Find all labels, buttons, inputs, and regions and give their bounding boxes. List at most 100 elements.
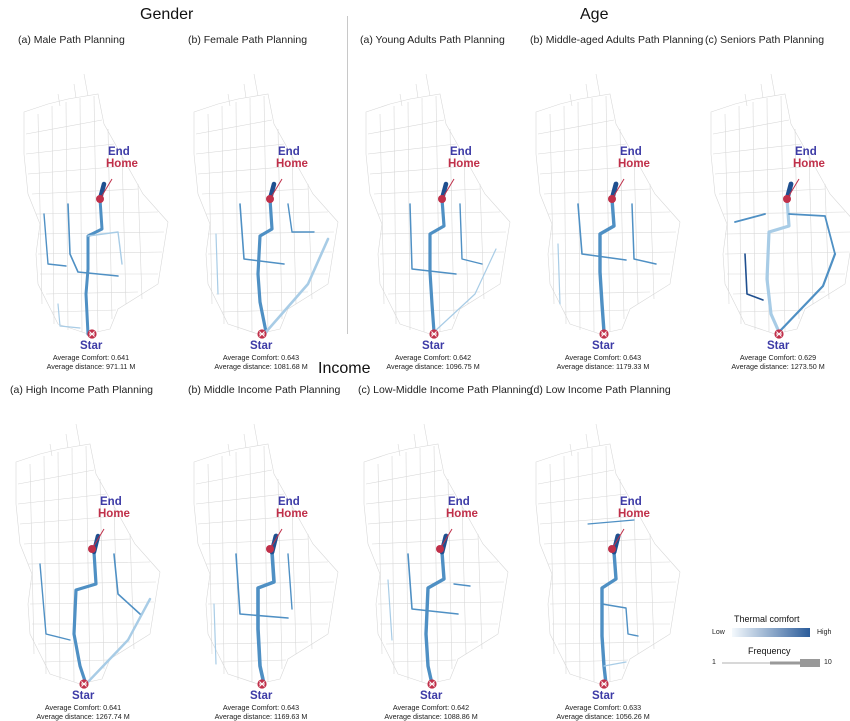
end-label: End bbox=[450, 146, 472, 158]
street-segment bbox=[202, 189, 308, 194]
street-network-map bbox=[530, 404, 690, 689]
street-segment bbox=[250, 448, 252, 682]
street-segment bbox=[606, 446, 610, 682]
end-label: End bbox=[108, 146, 130, 158]
street-segment bbox=[436, 96, 440, 332]
street-segment bbox=[538, 120, 614, 134]
street-segment bbox=[406, 452, 408, 680]
route-segment bbox=[216, 234, 218, 294]
street-segment bbox=[206, 562, 328, 564]
street-segment bbox=[18, 470, 94, 484]
route-segment bbox=[86, 199, 102, 334]
street-segment bbox=[264, 96, 268, 332]
street-segment bbox=[809, 154, 813, 304]
end-label: End bbox=[278, 146, 300, 158]
street-segment bbox=[216, 642, 308, 644]
average-distance-value: 1179.33 M bbox=[616, 362, 649, 371]
route-segment bbox=[430, 199, 444, 332]
end-marker-icon bbox=[88, 545, 96, 553]
street-segment bbox=[264, 446, 268, 682]
average-distance-label: Average distance: bbox=[557, 362, 614, 371]
street-segment bbox=[196, 120, 272, 134]
street-segment bbox=[94, 96, 98, 332]
street-segment bbox=[26, 120, 102, 134]
street-segment bbox=[254, 424, 258, 446]
start-label: Star bbox=[592, 340, 614, 352]
street-segment bbox=[634, 504, 638, 654]
end-marker-icon bbox=[266, 195, 274, 203]
street-segment bbox=[586, 84, 588, 98]
street-segment bbox=[66, 434, 68, 448]
street-network-map bbox=[10, 404, 170, 689]
street-segment bbox=[634, 154, 638, 304]
route-segment bbox=[58, 304, 80, 328]
street-segment bbox=[550, 602, 674, 604]
street-segment bbox=[739, 106, 741, 324]
street-segment bbox=[719, 189, 825, 194]
average-distance: Average distance: 1169.63 M bbox=[196, 713, 326, 721]
gender-section-title: Gender bbox=[140, 6, 193, 24]
start-label: Star bbox=[592, 690, 614, 702]
street-segment bbox=[564, 456, 566, 674]
street-segment bbox=[44, 660, 108, 662]
panel-title: (a) Male Path Planning bbox=[18, 34, 125, 46]
street-segment bbox=[592, 448, 594, 682]
street-segment bbox=[374, 189, 480, 194]
route-segment bbox=[288, 554, 292, 609]
frequency-scale bbox=[722, 657, 820, 669]
street-segment bbox=[538, 494, 626, 504]
street-segment bbox=[550, 464, 554, 654]
end-marker-icon bbox=[266, 545, 274, 553]
end-label: End bbox=[100, 496, 122, 508]
end-marker-icon bbox=[96, 195, 104, 203]
average-distance: Average distance: 1273.50 M bbox=[713, 363, 843, 372]
start-label: Star bbox=[250, 340, 272, 352]
street-segment bbox=[76, 424, 80, 446]
street-segment bbox=[368, 144, 456, 154]
panel-title: (b) Middle-aged Adults Path Planning bbox=[530, 34, 703, 46]
street-segment bbox=[570, 444, 572, 456]
average-distance-label: Average distance: bbox=[47, 362, 104, 371]
street-segment bbox=[592, 98, 594, 332]
street-segment bbox=[30, 464, 34, 654]
street-segment bbox=[250, 98, 252, 332]
street-segment bbox=[24, 539, 130, 544]
route-segment bbox=[789, 214, 835, 254]
street-segment bbox=[781, 96, 785, 332]
average-distance-value: 1056.26 M bbox=[616, 712, 650, 721]
average-distance-value: 971.11 M bbox=[106, 362, 135, 371]
street-segment bbox=[228, 444, 230, 456]
street-network-map bbox=[18, 54, 178, 339]
home-label: Home bbox=[618, 158, 650, 170]
route-segment bbox=[258, 199, 272, 332]
street-segment bbox=[538, 144, 626, 154]
street-segment bbox=[606, 96, 610, 332]
start-label: Star bbox=[420, 690, 442, 702]
street-segment bbox=[244, 434, 246, 448]
street-segment bbox=[206, 212, 328, 214]
street-segment bbox=[32, 189, 138, 194]
average-distance-value: 1096.75 M bbox=[446, 362, 480, 371]
street-segment bbox=[228, 94, 230, 106]
street-segment bbox=[236, 102, 238, 330]
street-segment bbox=[544, 189, 650, 194]
route-segment bbox=[454, 584, 470, 586]
street-segment bbox=[30, 602, 154, 604]
street-segment bbox=[208, 252, 332, 254]
end-marker-icon bbox=[608, 195, 616, 203]
street-segment bbox=[596, 424, 600, 446]
thermal-comfort-gradient bbox=[732, 628, 810, 637]
street-segment bbox=[244, 84, 246, 98]
start-label: Star bbox=[422, 340, 444, 352]
average-distance: Average distance: 1088.86 M bbox=[366, 713, 496, 721]
street-segment bbox=[50, 444, 52, 456]
street-segment bbox=[725, 252, 849, 254]
street-segment bbox=[380, 232, 506, 234]
